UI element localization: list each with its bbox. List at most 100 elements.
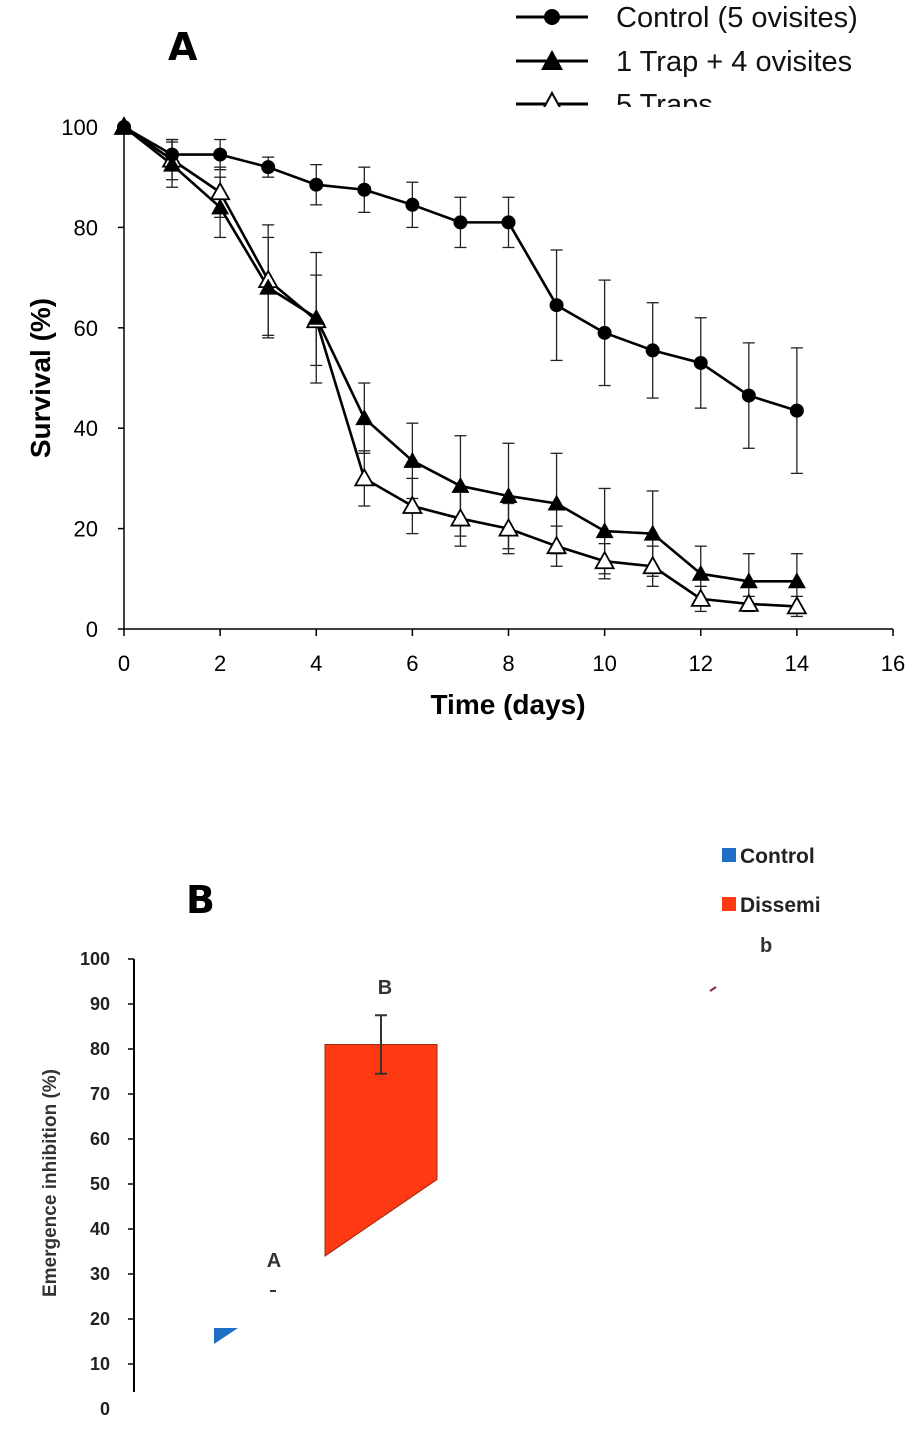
panel-b-letter: B <box>186 878 215 922</box>
data-point-control <box>501 215 516 230</box>
data-point-control <box>453 215 468 230</box>
data-point-1-trap <box>355 409 374 426</box>
y-tick-label: 90 <box>90 994 110 1014</box>
data-point-5-traps <box>209 181 231 201</box>
data-point-1-trap <box>499 486 518 503</box>
data-point-5-traps <box>353 467 375 487</box>
bar-letter-control: A <box>267 1250 281 1272</box>
panel-b-y-axis-label: Emergence inhibition (%) <box>40 1069 61 1297</box>
panel-b-bars: AB <box>214 977 438 1344</box>
legend-marker-control <box>544 9 560 25</box>
data-point-control <box>357 182 372 197</box>
legend-label-control: Control <box>740 845 815 868</box>
y-tick-label: 40 <box>90 1219 110 1239</box>
panel-b-legend: Control Dissemi <box>722 845 920 920</box>
legend-crop-mask <box>500 107 920 121</box>
x-tick-label: 12 <box>689 651 713 676</box>
bar-letter-dissemi: B <box>378 977 392 999</box>
panel-a-y-axis-label: Survival (%) <box>25 298 56 458</box>
data-point-1-trap <box>595 522 614 539</box>
y-tick-label: 100 <box>80 949 110 969</box>
data-point-control <box>165 147 180 162</box>
data-point-5-traps <box>786 595 808 615</box>
y-tick-label: 80 <box>74 215 98 240</box>
legend-marker-1-trap <box>541 50 563 70</box>
data-point-1-trap <box>259 278 278 295</box>
x-tick-label: 2 <box>214 651 226 676</box>
data-point-5-traps <box>690 588 712 607</box>
panel-b-fragment-mark <box>709 986 717 992</box>
x-tick-label: 16 <box>881 651 905 676</box>
panel-a-legend: Control (5 ovisites) 1 Trap + 4 ovisites… <box>500 2 920 121</box>
data-point-control <box>549 298 564 313</box>
legend-item-control: Control (5 ovisites) <box>516 2 858 34</box>
x-tick-label: 4 <box>310 651 322 676</box>
data-point-5-traps <box>497 517 520 537</box>
data-point-control <box>213 147 228 162</box>
panel-b-significance-letter: b <box>760 935 772 957</box>
data-point-5-traps <box>594 550 616 570</box>
data-point-1-trap <box>307 308 326 325</box>
legend-label-dissemi: Dissemi <box>740 894 821 917</box>
y-tick-label: 40 <box>74 416 98 441</box>
y-tick-label: 70 <box>90 1084 110 1104</box>
data-point-control <box>741 388 756 403</box>
data-point-control <box>405 197 420 212</box>
data-point-control <box>789 403 804 418</box>
data-point-5-traps <box>449 507 471 527</box>
legend-label-control: Control (5 ovisites) <box>616 2 858 34</box>
data-point-control <box>261 160 276 175</box>
panel-b-axes: 0 10 20 30 40 50 60 70 80 90 100 <box>80 949 135 1419</box>
y-tick-label: 20 <box>74 517 98 542</box>
data-point-1-trap <box>787 572 806 589</box>
y-tick-label: 80 <box>90 1039 110 1059</box>
legend-label-1-trap: 1 Trap + 4 ovisites <box>616 46 852 78</box>
y-tick-label: 0 <box>100 1399 110 1419</box>
legend-item-dissemi: Dissemi <box>722 894 821 917</box>
data-point-1-trap <box>547 494 566 511</box>
x-tick-label: 10 <box>592 651 616 676</box>
x-tick-label: 0 <box>118 651 130 676</box>
legend-item-control: Control <box>722 845 815 868</box>
panel-a-markers <box>113 116 808 615</box>
y-tick-label: 30 <box>90 1264 110 1284</box>
legend-item-1-trap: 1 Trap + 4 ovisites <box>516 46 852 78</box>
bar-control <box>214 1328 238 1344</box>
data-point-control <box>309 177 324 192</box>
y-tick-label: 60 <box>74 316 98 341</box>
data-point-1-trap <box>643 524 662 541</box>
legend-swatch-control <box>722 848 736 862</box>
panel-a-x-axis-label: Time (days) <box>430 689 585 720</box>
data-point-control <box>597 325 612 340</box>
x-tick-label: 6 <box>406 651 418 676</box>
legend-crop-mask <box>846 890 920 920</box>
bar-dissemi <box>324 1044 438 1257</box>
panel-a-axes: 0 2 4 6 8 10 12 14 16 0 20 40 60 80 100 <box>61 115 905 676</box>
data-point-control <box>117 120 131 134</box>
legend-swatch-dissemi <box>722 897 736 911</box>
data-point-1-trap <box>451 476 470 493</box>
data-point-control <box>645 343 660 358</box>
y-tick-label: 50 <box>90 1174 110 1194</box>
data-point-5-traps <box>642 555 664 575</box>
data-point-1-trap <box>403 451 422 468</box>
data-point-5-traps <box>401 495 423 514</box>
y-tick-label: 100 <box>61 115 98 140</box>
y-tick-label: 10 <box>90 1354 110 1374</box>
x-tick-label: 8 <box>502 651 514 676</box>
y-tick-label: 60 <box>90 1129 110 1149</box>
data-point-1-trap <box>691 564 710 581</box>
panel-a-letter: A <box>168 25 198 69</box>
data-point-1-trap <box>739 572 758 589</box>
data-point-1-trap <box>163 155 182 172</box>
data-point-control <box>693 355 708 370</box>
data-point-1-trap <box>211 198 230 215</box>
data-point-5-traps <box>546 535 568 555</box>
x-tick-label: 14 <box>785 651 809 676</box>
y-tick-label: 0 <box>86 617 98 642</box>
data-point-5-traps <box>738 593 760 612</box>
panel-a-error-bars <box>166 138 803 618</box>
